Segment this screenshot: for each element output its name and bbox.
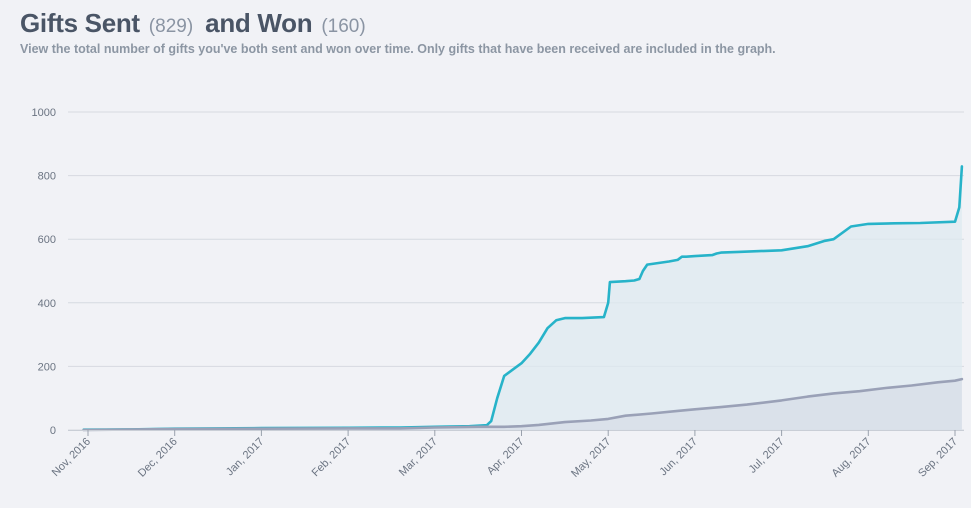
area-won: [83, 379, 962, 430]
gifts-won-title: and Won: [205, 8, 313, 38]
y-tick-label: 0: [50, 425, 56, 437]
y-tick-label: 600: [38, 234, 56, 246]
gifts-sent-count: (829): [148, 16, 194, 37]
x-tick-label: Jul, 2017: [747, 436, 787, 476]
x-tick-label: Jan, 2017: [224, 436, 267, 479]
y-tick-label: 400: [38, 298, 56, 310]
y-tick-label: 800: [38, 171, 56, 183]
y-tick-label: 200: [38, 361, 56, 373]
x-tick-label: Aug, 2017: [829, 436, 873, 480]
x-tick-label: Dec, 2016: [136, 436, 180, 480]
x-tick-label: Mar, 2017: [397, 436, 440, 479]
y-tick-label: 1000: [32, 107, 56, 119]
line-layer: [82, 165, 964, 432]
x-tick-label: Sep, 2017: [916, 436, 960, 480]
x-tick-label: Feb, 2017: [310, 436, 354, 480]
line-sent: [82, 165, 964, 431]
line-won: [82, 377, 964, 432]
gifts-sent-title: Gifts Sent: [20, 8, 140, 38]
title-row: Gifts Sent (829) and Won (160): [20, 8, 776, 39]
area-layer: [83, 166, 962, 430]
x-tick-label: May, 2017: [569, 436, 613, 480]
gifts-won-count: (160): [321, 16, 366, 37]
chart-header: Gifts Sent (829) and Won (160) View the …: [20, 8, 776, 56]
chart-subtitle: View the total number of gifts you've bo…: [20, 42, 776, 56]
x-tick-label: Nov, 2016: [50, 436, 93, 479]
area-sent: [83, 166, 962, 430]
x-tick-label: Jun, 2017: [657, 436, 700, 479]
x-tick-label: Apr, 2017: [485, 436, 527, 478]
